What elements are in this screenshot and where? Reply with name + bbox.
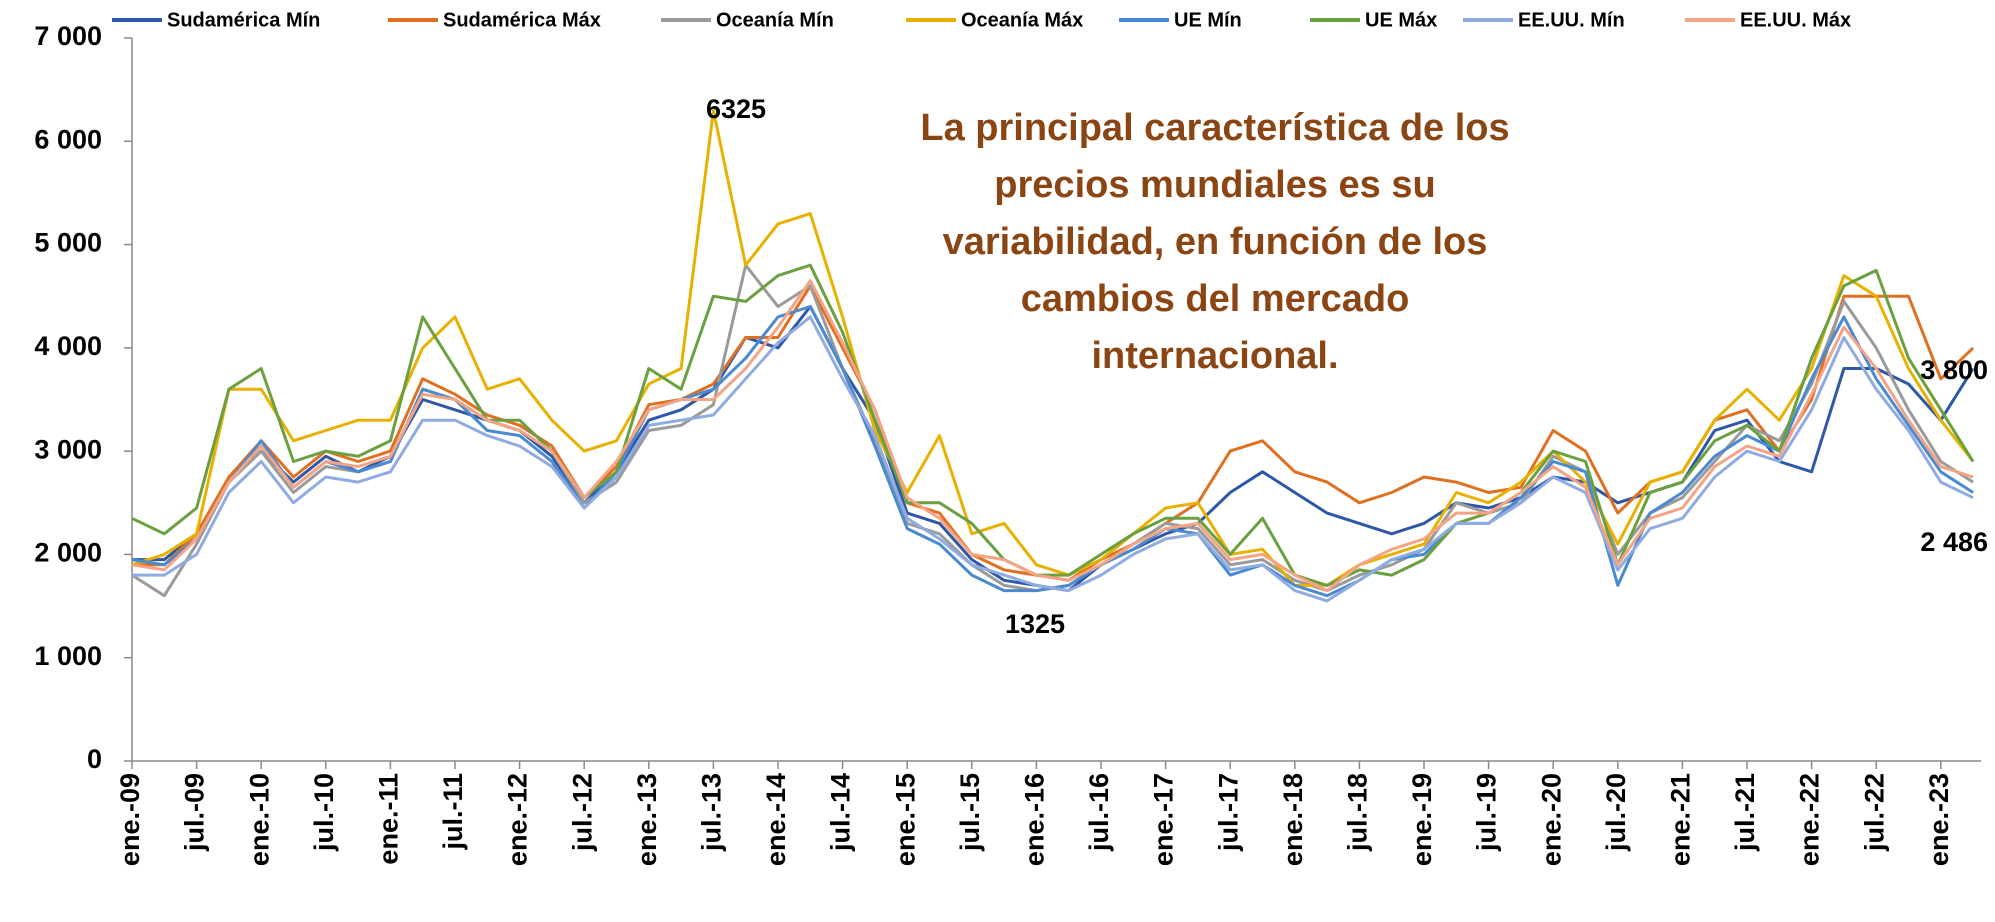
y-tick-label: 0 xyxy=(87,744,102,774)
x-tick-label: jul.-16 xyxy=(1084,773,1114,852)
y-tick-label: 2 000 xyxy=(34,538,102,568)
note-text: internacional. xyxy=(1091,335,1338,377)
x-tick-label: ene.-15 xyxy=(890,773,920,866)
legend-label: UE Mín xyxy=(1174,9,1242,31)
x-tick-label: jul.-09 xyxy=(180,773,210,852)
legend-label: Oceanía Máx xyxy=(961,9,1083,31)
y-tick-label: 1 000 xyxy=(34,641,102,671)
y-tick-label: 5 000 xyxy=(34,228,102,258)
note-text: precios mundiales es su xyxy=(994,164,1435,206)
chart: 0 1 000 2 000 3 000 4 000 5 000 6 000 7 000 ene.… xyxy=(0,0,1995,922)
x-tick-label: jul.-14 xyxy=(826,773,856,852)
x-tick-label: jul.-20 xyxy=(1601,773,1631,852)
y-tick-label: 7 000 xyxy=(34,21,102,51)
x-tick-label: ene.-18 xyxy=(1278,773,1308,866)
annotation: 1325 xyxy=(1005,609,1065,639)
y-tick-label: 6 000 xyxy=(34,124,102,154)
y-tick-label: 3 000 xyxy=(34,434,102,464)
x-tick-label: ene.-16 xyxy=(1020,773,1050,866)
x-tick-label: jul.-10 xyxy=(309,773,339,852)
x-tick-label: ene.-13 xyxy=(632,773,662,866)
page: 0 1 000 2 000 3 000 4 000 5 000 6 000 7 000 ene.… xyxy=(0,0,1995,922)
x-tick-label: ene.-10 xyxy=(244,773,274,866)
annotation: 3 800 xyxy=(1920,355,1988,385)
annotation: 2 486 xyxy=(1920,527,1988,557)
x-tick-label: jul.-15 xyxy=(955,773,985,852)
x-tick-label: ene.-14 xyxy=(761,773,791,866)
x-tick-label: jul.-13 xyxy=(697,773,727,852)
legend-label: UE Máx xyxy=(1365,9,1437,31)
legend-label: Sudamérica Máx xyxy=(443,9,601,31)
x-tick-label: jul.-21 xyxy=(1730,773,1760,852)
x-tick-label: ene.-23 xyxy=(1924,773,1954,866)
x-tick-label: ene.-09 xyxy=(115,773,145,866)
x-tick-label: jul.-17 xyxy=(1213,773,1243,852)
x-tick-label: ene.-19 xyxy=(1407,773,1437,866)
x-tick-label: ene.-22 xyxy=(1795,773,1825,866)
x-tick-label: ene.-11 xyxy=(374,773,404,865)
x-tick-label: jul.-11 xyxy=(438,773,468,851)
x-tick-label: ene.-17 xyxy=(1149,773,1179,866)
annotation: 6325 xyxy=(706,94,766,124)
x-tick-label: ene.-20 xyxy=(1536,773,1566,866)
legend-label: EE.UU. Máx xyxy=(1740,9,1851,31)
y-tick-label: 4 000 xyxy=(34,331,102,361)
legend-label: Sudamérica Mín xyxy=(167,9,320,31)
x-tick-label: jul.-18 xyxy=(1343,773,1373,852)
series-line xyxy=(132,286,1973,580)
note-text: cambios del mercado xyxy=(1021,278,1410,320)
legend-label: Oceanía Mín xyxy=(716,9,834,31)
x-tick-label: ene.-12 xyxy=(503,773,533,866)
x-tick-label: jul.-19 xyxy=(1472,773,1502,852)
note-text: La principal característica de los xyxy=(920,107,1509,149)
x-tick-label: ene.-21 xyxy=(1666,773,1696,866)
series-line xyxy=(132,281,1973,591)
note-text: variabilidad, en función de los xyxy=(943,221,1488,263)
x-tick-label: jul.-12 xyxy=(567,773,597,852)
x-tick-label: jul.-22 xyxy=(1859,773,1889,852)
legend-label: EE.UU. Mín xyxy=(1518,9,1625,31)
